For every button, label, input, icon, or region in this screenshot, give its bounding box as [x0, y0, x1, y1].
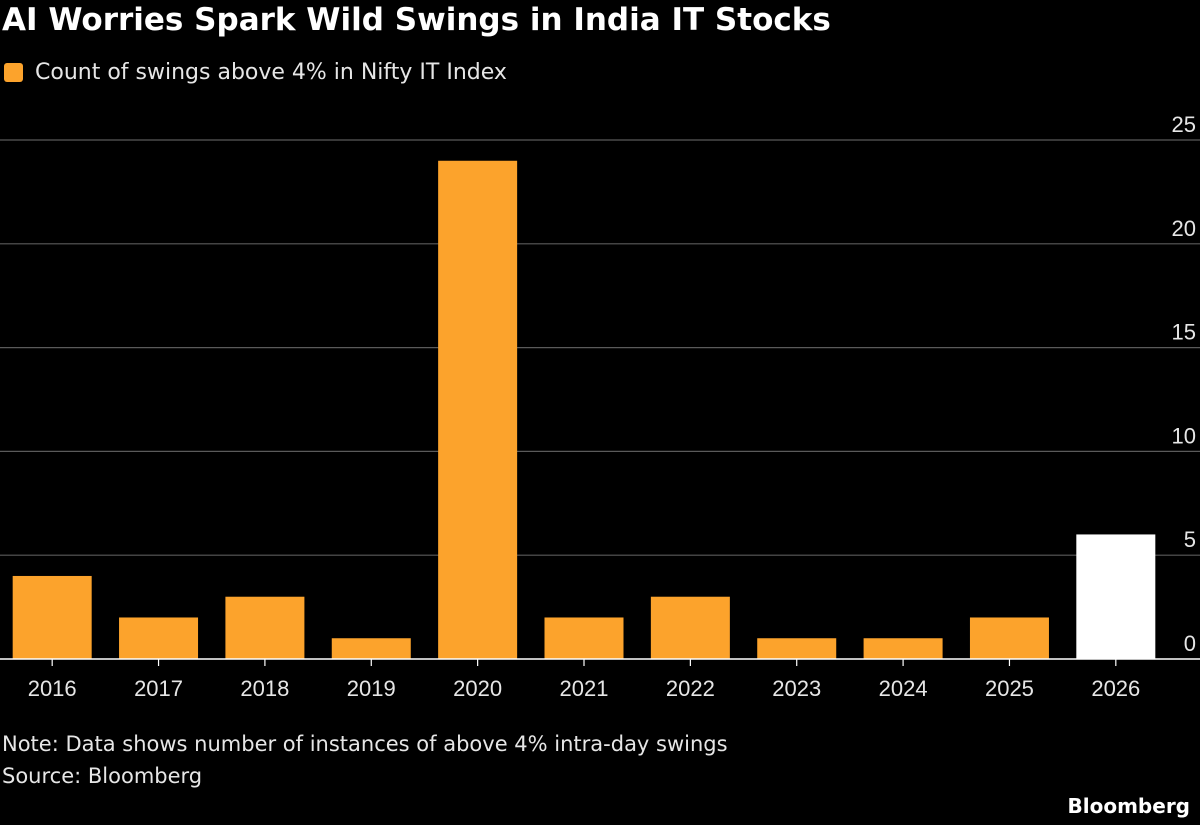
chart-source: Source: Bloomberg	[2, 764, 203, 788]
x-tick-label: 2023	[772, 676, 821, 701]
chart-note: Note: Data shows number of instances of …	[2, 732, 728, 756]
x-tick-label: 2025	[985, 676, 1034, 701]
bar-2024	[863, 638, 943, 659]
x-tick-label: 2020	[453, 676, 502, 701]
chart-title: AI Worries Spark Wild Swings in India IT…	[2, 2, 831, 38]
y-tick-label: 5	[1184, 527, 1196, 552]
x-tick-label: 2026	[1091, 676, 1140, 701]
bar-2016	[12, 575, 92, 659]
x-tick-label: 2016	[28, 676, 77, 701]
brand-logo: Bloomberg	[1067, 794, 1190, 818]
bar-2018	[225, 596, 305, 659]
bar-2019	[331, 638, 411, 659]
bar-2025	[969, 617, 1049, 659]
y-tick-label: 25	[1172, 112, 1196, 137]
x-tick-label: 2019	[347, 676, 396, 701]
grid-lines	[0, 139, 1200, 556]
bar-2020	[438, 160, 518, 659]
bar-2026	[1076, 534, 1156, 659]
bar-2017	[119, 617, 199, 659]
x-tick-label: 2017	[134, 676, 183, 701]
y-tick-label: 0	[1184, 631, 1196, 656]
legend-label: Count of swings above 4% in Nifty IT Ind…	[35, 60, 507, 85]
bar-2022	[650, 596, 730, 659]
x-tick-label: 2022	[666, 676, 715, 701]
bar-2021	[544, 617, 624, 659]
x-tick-label: 2021	[560, 676, 609, 701]
y-tick-label: 10	[1172, 423, 1196, 448]
x-tick-label: 2018	[240, 676, 289, 701]
x-tick-label: 2024	[879, 676, 928, 701]
y-tick-label: 20	[1172, 216, 1196, 241]
y-tick-label: 15	[1172, 320, 1196, 345]
legend: Count of swings above 4% in Nifty IT Ind…	[4, 60, 507, 85]
bars	[12, 160, 1156, 659]
legend-swatch	[4, 63, 23, 82]
bar-2023	[757, 638, 837, 659]
axes	[0, 658, 1200, 666]
